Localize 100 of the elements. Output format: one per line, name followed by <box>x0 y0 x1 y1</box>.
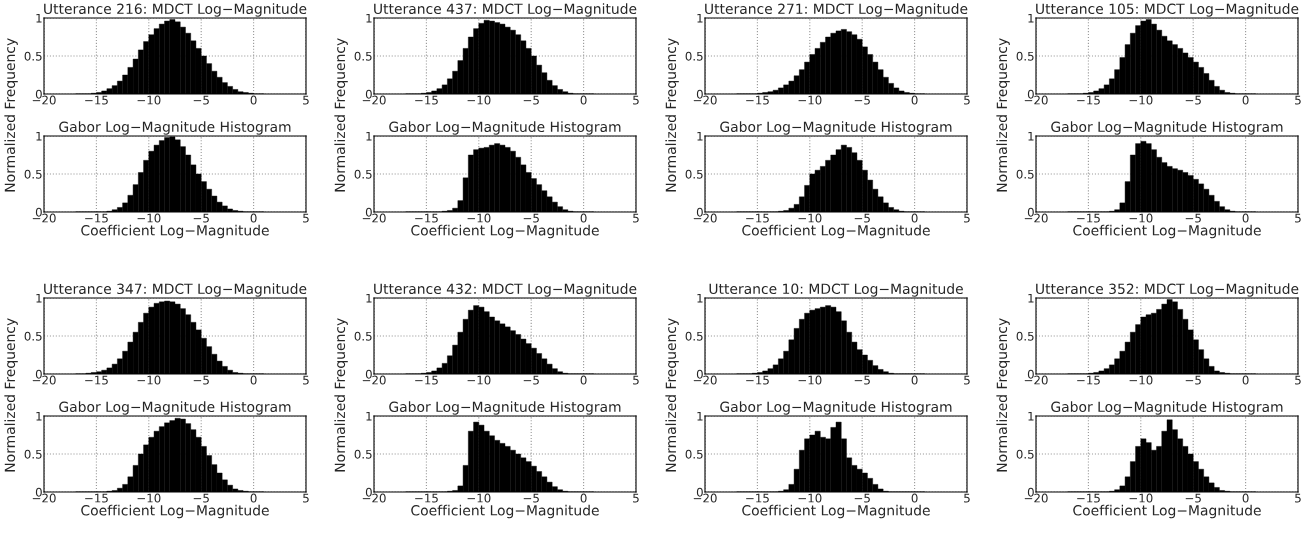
y-axis-title: Normalized Frequency <box>665 318 679 472</box>
x-tick-label: 0 <box>911 213 918 223</box>
y-tick-label: 1 <box>366 411 372 421</box>
x-tick-label: −10 <box>1129 375 1153 385</box>
x-tick-label: 0 <box>250 95 257 105</box>
x-tick-label: −10 <box>1129 213 1153 223</box>
x-tick-label: −5 <box>523 493 539 503</box>
x-tick-label: 0 <box>250 375 257 385</box>
x-tick-label: −15 <box>746 95 769 105</box>
x-tick-label: 0 <box>911 375 918 385</box>
x-tick-label: −5 <box>193 375 209 385</box>
y-tick-label: 1 <box>1028 293 1034 303</box>
x-tick-label: −15 <box>85 493 108 503</box>
x-tick-label: 0 <box>250 213 257 223</box>
y-tick-label: 0.5 <box>354 51 372 61</box>
chart-title: Gabor Log−Magnitude Histogram <box>1051 401 1283 415</box>
x-tick-label: 0 <box>1242 493 1249 503</box>
x-tick-label: 5 <box>303 95 309 105</box>
y-axis-title: Normalized Frequency <box>996 318 1010 472</box>
x-tick-label: −5 <box>523 95 539 105</box>
x-axis-title: Coefficient Log−Magnitude <box>1073 504 1261 519</box>
x-tick-label: −10 <box>137 493 161 503</box>
y-tick-label: 0.5 <box>1016 51 1034 61</box>
y-tick-label: 0.5 <box>354 449 372 459</box>
x-tick-label: −15 <box>85 375 108 385</box>
x-tick-label: 5 <box>1295 375 1301 385</box>
y-tick-label: 1 <box>366 131 372 141</box>
chart-title: Utterance 216: MDCT Log−Magnitude <box>44 3 307 17</box>
y-tick-label: 1 <box>366 293 372 303</box>
x-tick-label: −15 <box>85 95 108 105</box>
x-tick-label: 5 <box>633 213 639 223</box>
x-tick-label: −15 <box>746 375 769 385</box>
chart-title: Utterance 271: MDCT Log−Magnitude <box>705 3 968 17</box>
x-tick-label: 0 <box>911 493 918 503</box>
x-tick-label: −5 <box>1185 493 1201 503</box>
y-tick-label: 0.5 <box>1016 331 1034 341</box>
y-tick-label: 1 <box>697 293 703 303</box>
x-axis-title: Coefficient Log−Magnitude <box>742 504 930 519</box>
y-tick-label: 0.5 <box>24 169 42 179</box>
y-tick-label: 1 <box>36 131 42 141</box>
x-tick-label: 5 <box>1295 213 1301 223</box>
y-axis-title: Normalized Frequency <box>665 38 679 192</box>
y-tick-label: 0.5 <box>354 169 372 179</box>
x-tick-label: 5 <box>964 493 970 503</box>
y-tick-label: 0.5 <box>24 51 42 61</box>
x-tick-label: 0 <box>1242 95 1249 105</box>
x-tick-label: −15 <box>415 493 438 503</box>
x-tick-label: −15 <box>415 213 438 223</box>
x-tick-label: −5 <box>854 375 870 385</box>
x-tick-label: −10 <box>137 375 161 385</box>
x-tick-label: 5 <box>633 95 639 105</box>
chart-title: Utterance 347: MDCT Log−Magnitude <box>44 283 307 297</box>
x-axis-title: Coefficient Log−Magnitude <box>742 224 930 239</box>
x-tick-label: −10 <box>467 375 491 385</box>
x-tick-label: −5 <box>1185 375 1201 385</box>
y-tick-label: 0.5 <box>1016 449 1034 459</box>
x-tick-label: −5 <box>523 375 539 385</box>
chart-title: Gabor Log−Magnitude Histogram <box>59 401 291 415</box>
x-tick-label: 0 <box>911 95 918 105</box>
chart-title: Utterance 352: MDCT Log−Magnitude <box>1036 283 1299 297</box>
x-tick-label: −10 <box>467 493 491 503</box>
x-tick-label: 5 <box>1295 95 1301 105</box>
chart-title: Gabor Log−Magnitude Histogram <box>720 121 952 135</box>
x-tick-label: −5 <box>854 95 870 105</box>
chart-title: Utterance 437: MDCT Log−Magnitude <box>374 3 637 17</box>
x-tick-label: −5 <box>854 213 870 223</box>
x-tick-label: 0 <box>1242 213 1249 223</box>
y-axis-title: Normalized Frequency <box>334 38 348 192</box>
y-tick-label: 0.5 <box>24 449 42 459</box>
x-axis-title: Coefficient Log−Magnitude <box>81 224 269 239</box>
x-tick-label: −10 <box>467 213 491 223</box>
x-tick-label: −5 <box>854 493 870 503</box>
y-tick-label: 1 <box>1028 13 1034 23</box>
x-tick-label: −15 <box>1077 95 1100 105</box>
y-tick-label: 1 <box>697 411 703 421</box>
y-axis-title: Normalized Frequency <box>996 38 1010 192</box>
x-tick-label: −15 <box>1077 213 1100 223</box>
y-tick-label: 1 <box>366 13 372 23</box>
x-tick-label: 0 <box>580 213 587 223</box>
chart-title: Gabor Log−Magnitude Histogram <box>720 401 952 415</box>
x-tick-label: 5 <box>964 375 970 385</box>
x-tick-label: −15 <box>746 213 769 223</box>
y-tick-label: 0.5 <box>685 331 703 341</box>
y-tick-label: 1 <box>36 411 42 421</box>
x-tick-label: −5 <box>1185 95 1201 105</box>
x-tick-label: 0 <box>1242 375 1249 385</box>
x-tick-label: −15 <box>415 95 438 105</box>
x-tick-label: 5 <box>964 95 970 105</box>
x-tick-label: −10 <box>798 95 822 105</box>
y-tick-label: 0.5 <box>354 331 372 341</box>
x-tick-label: −10 <box>1129 95 1153 105</box>
x-tick-label: 0 <box>250 493 257 503</box>
chart-title: Gabor Log−Magnitude Histogram <box>59 121 291 135</box>
x-tick-label: −15 <box>85 213 108 223</box>
x-tick-label: −10 <box>798 493 822 503</box>
chart-title: Utterance 10: MDCT Log−Magnitude <box>709 283 963 297</box>
y-tick-label: 0.5 <box>685 169 703 179</box>
x-axis-title: Coefficient Log−Magnitude <box>411 504 599 519</box>
y-axis-title: Normalized Frequency <box>4 318 18 472</box>
x-tick-label: 5 <box>1295 493 1301 503</box>
